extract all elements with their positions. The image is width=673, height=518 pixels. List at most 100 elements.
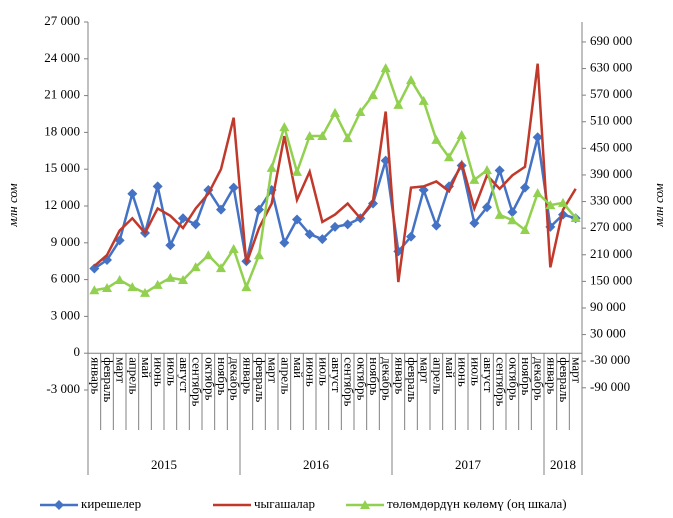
point xyxy=(330,107,340,117)
point xyxy=(431,220,442,231)
point xyxy=(380,63,391,73)
point xyxy=(406,231,416,242)
x-tick-label: ноябрь xyxy=(367,357,382,395)
point xyxy=(330,221,340,232)
point xyxy=(545,200,556,210)
x-tick-label: январь xyxy=(240,357,255,394)
legend-label: чыгашалар xyxy=(254,496,315,511)
point xyxy=(570,212,581,222)
point xyxy=(228,182,239,193)
y2-axis-label: млн сом xyxy=(651,183,666,227)
point xyxy=(558,197,568,207)
legend-marker xyxy=(54,500,64,510)
point xyxy=(406,75,416,85)
point xyxy=(165,240,176,251)
point xyxy=(114,275,125,285)
point xyxy=(127,188,138,199)
x-tick-label: июнь xyxy=(152,357,167,387)
x-tick-label: август xyxy=(329,357,344,393)
point xyxy=(127,282,138,292)
x-tick-label: март xyxy=(114,357,129,383)
x-tick-label: сентябрь xyxy=(494,357,509,406)
x-tick-label: февраль xyxy=(405,357,420,402)
point xyxy=(507,207,518,218)
year-label: 2017 xyxy=(455,457,482,472)
x-tick-label: март xyxy=(570,357,585,383)
y-tick-label: 0 xyxy=(74,344,81,359)
y2-tick-label: 570 000 xyxy=(590,86,632,101)
point xyxy=(317,130,328,140)
y-tick-label: -3 000 xyxy=(46,381,80,396)
x-tick-label: август xyxy=(177,357,192,393)
x-tick-label: май xyxy=(291,357,306,378)
year-label: 2018 xyxy=(550,457,576,472)
x-tick-label: сентябрь xyxy=(342,357,357,406)
point xyxy=(469,218,480,229)
x-tick-label: июнь xyxy=(456,357,471,387)
y2-tick-label: -90 000 xyxy=(590,379,630,394)
point xyxy=(89,285,100,295)
point xyxy=(216,204,226,215)
point xyxy=(292,166,302,176)
point xyxy=(482,202,492,213)
x-tick-label: февраль xyxy=(253,357,268,402)
x-tick-label: октябрь xyxy=(506,357,521,400)
point xyxy=(190,262,201,272)
point xyxy=(494,209,505,219)
point xyxy=(292,214,302,225)
y2-tick-label: 30 000 xyxy=(590,326,626,341)
point xyxy=(355,107,366,117)
point xyxy=(266,162,277,172)
y-tick-label: 21 000 xyxy=(44,87,80,102)
y2-tick-label: 690 000 xyxy=(590,33,632,48)
x-tick-label: ноябрь xyxy=(215,357,230,395)
point xyxy=(228,244,239,254)
legend-marker xyxy=(360,500,370,509)
y2-tick-label: -30 000 xyxy=(590,352,630,367)
point xyxy=(190,219,201,230)
x-tick-label: апрель xyxy=(126,357,141,394)
x-tick-label: июнь xyxy=(304,357,319,387)
y-tick-label: 6 000 xyxy=(51,271,80,286)
y2-tick-label: 90 000 xyxy=(590,299,626,314)
point xyxy=(304,229,315,240)
point xyxy=(342,133,353,143)
y-axis-label: млн сом xyxy=(5,183,20,227)
x-tick-label: ноябрь xyxy=(519,357,534,395)
point xyxy=(178,213,188,224)
point xyxy=(89,263,100,274)
point xyxy=(254,250,264,260)
point xyxy=(342,219,353,230)
y2-tick-label: 390 000 xyxy=(590,166,632,181)
x-tick-label: июль xyxy=(316,357,331,386)
legend-label: кирешелер xyxy=(81,496,141,511)
x-tick-label: февраль xyxy=(101,357,116,402)
point xyxy=(254,204,264,215)
point xyxy=(431,134,442,144)
y-tick-label: 27 000 xyxy=(44,13,80,28)
point xyxy=(102,283,112,293)
point xyxy=(532,188,543,198)
point xyxy=(444,152,454,162)
point xyxy=(520,182,530,193)
y2-tick-label: 330 000 xyxy=(590,193,632,208)
point xyxy=(152,181,163,192)
x-tick-label: январь xyxy=(544,357,559,394)
y2-tick-label: 630 000 xyxy=(590,60,632,75)
point xyxy=(482,165,492,175)
point xyxy=(532,132,543,143)
y2-tick-label: 450 000 xyxy=(590,139,632,154)
point xyxy=(152,279,163,289)
x-tick-label: декабрь xyxy=(228,357,243,400)
x-tick-label: март xyxy=(418,357,433,383)
y2-tick-label: 150 000 xyxy=(590,272,632,287)
y2-tick-label: 510 000 xyxy=(590,113,632,128)
x-tick-label: май xyxy=(139,357,154,378)
point xyxy=(317,234,328,245)
y2-tick-label: 270 000 xyxy=(590,219,632,234)
x-tick-label: апрель xyxy=(430,357,445,394)
point xyxy=(456,130,467,140)
x-tick-label: сентябрь xyxy=(190,357,205,406)
point xyxy=(241,282,252,292)
